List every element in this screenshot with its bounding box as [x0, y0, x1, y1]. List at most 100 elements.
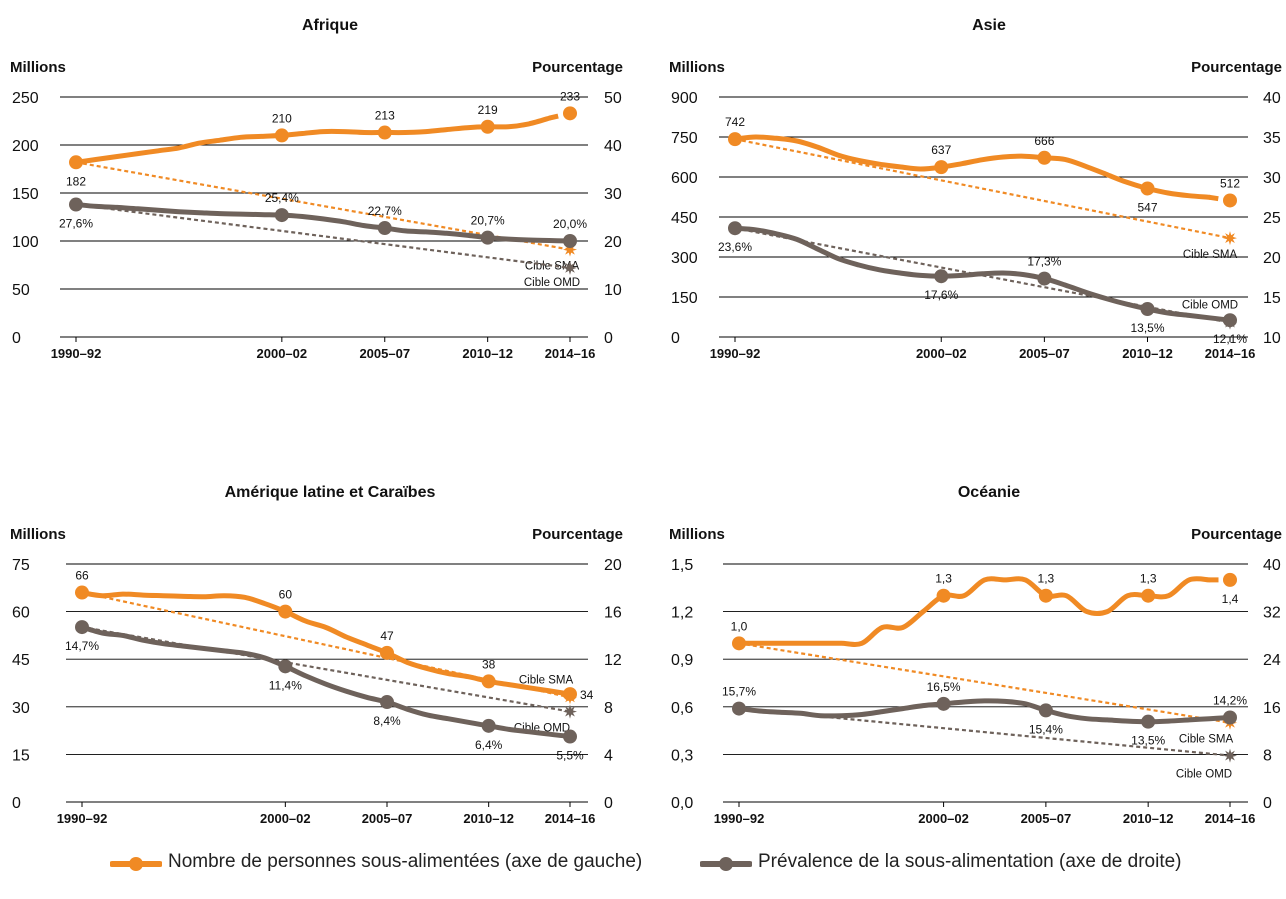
data-label: 17,6% [924, 288, 958, 302]
x-tick-label: 2010–12 [463, 811, 514, 826]
data-point [380, 645, 394, 660]
x-tick-label: 2014–16 [545, 346, 596, 361]
right-tick-label: 0 [1263, 795, 1272, 812]
left-tick-label: 75 [12, 557, 30, 574]
data-label: 20,7% [471, 214, 505, 228]
left-tick-label: 100 [12, 234, 39, 251]
legend: Nombre de personnes sous-alimentées (axe… [0, 846, 1286, 886]
left-tick-label: 750 [671, 130, 698, 147]
data-point [1223, 710, 1237, 725]
data-point [1140, 181, 1155, 196]
right-tick-label: 16 [1263, 700, 1281, 717]
right-axis-title: Pourcentage [1191, 59, 1282, 76]
right-axis-title: Pourcentage [532, 526, 623, 543]
data-label: 16,5% [927, 680, 961, 694]
data-label: 15,7% [722, 685, 756, 699]
left-axis-title: Millions [10, 59, 66, 76]
target-star-marker [1223, 231, 1237, 246]
data-point [1037, 150, 1052, 165]
data-label: 23,6% [718, 240, 752, 254]
data-point [377, 221, 392, 236]
right-tick-label: 20 [604, 234, 622, 251]
left-tick-label: 0,3 [671, 747, 693, 764]
data-point [936, 696, 951, 711]
legend-label-prevalence: Prévalence de la sous-alimentation (axe … [758, 851, 1182, 872]
x-tick-label: 2010–12 [1123, 811, 1174, 826]
x-tick-label: 1990–92 [51, 346, 102, 361]
right-tick-label: 40 [604, 138, 622, 155]
left-tick-label: 1,5 [671, 557, 693, 574]
data-label: 14,7% [65, 639, 99, 653]
data-point [936, 588, 951, 603]
x-tick-label: 2000–02 [257, 346, 308, 361]
x-tick-label: 2010–12 [1122, 346, 1173, 361]
right-tick-label: 0 [604, 795, 613, 812]
right-tick-label: 20 [1263, 250, 1281, 267]
left-tick-label: 50 [12, 282, 30, 299]
panel-title: Amérique latine et Caraïbes [225, 484, 436, 501]
right-tick-label: 40 [1263, 557, 1281, 574]
data-point [274, 208, 289, 223]
data-point [563, 687, 577, 702]
data-label: 27,6% [59, 217, 93, 231]
x-tick-label: 2014–16 [545, 811, 596, 826]
left-tick-label: 0 [671, 330, 680, 347]
left-axis-title: Millions [669, 59, 725, 76]
target-line-omd [75, 203, 571, 269]
right-tick-label: 4 [604, 747, 613, 764]
x-tick-label: 2005–07 [1021, 811, 1072, 826]
right-tick-label: 20 [604, 557, 622, 574]
target-label: Cible SMA [519, 674, 574, 686]
right-tick-label: 25 [1263, 210, 1281, 227]
target-label: Cible OMD [524, 277, 580, 289]
data-label: 14,2% [1213, 694, 1247, 708]
panel-title: Afrique [302, 17, 358, 34]
data-label: 11,4% [269, 678, 302, 692]
data-label: 17,3% [1027, 255, 1061, 269]
data-point [69, 197, 83, 212]
series-line-prevalence [732, 225, 1233, 323]
left-tick-label: 450 [671, 210, 698, 227]
chart-panel-1: Afrique Millions Pourcentage 0 0 50 10 100 20 150… [10, 17, 623, 361]
data-point [1223, 572, 1237, 587]
target-star-marker [1223, 748, 1237, 763]
x-tick-label: 2000–02 [260, 811, 311, 826]
x-tick-label: 1990–92 [710, 346, 761, 361]
target-star-marker [563, 260, 577, 275]
left-axis-title: Millions [669, 526, 725, 543]
series-line-number [732, 134, 1212, 200]
right-tick-label: 10 [604, 282, 622, 299]
data-label: 66 [75, 569, 89, 583]
data-label: 8,4% [373, 714, 401, 728]
right-tick-label: 8 [604, 700, 613, 717]
x-tick-label: 2005–07 [362, 811, 413, 826]
x-tick-label: 1990–92 [714, 811, 765, 826]
target-label: Cible OMD [1176, 769, 1232, 781]
data-point [274, 128, 289, 143]
data-label: 1,3 [935, 572, 952, 586]
data-point [69, 155, 83, 170]
data-point [563, 234, 577, 248]
data-label: 637 [931, 143, 951, 157]
series-line-number [736, 576, 1212, 647]
right-tick-label: 8 [1263, 747, 1272, 764]
data-point [934, 269, 949, 284]
x-tick-label: 2005–07 [359, 346, 410, 361]
data-label: 22,7% [368, 204, 402, 218]
target-label: Cible SMA [1183, 249, 1238, 261]
x-tick-label: 2005–07 [1019, 346, 1070, 361]
left-tick-label: 30 [12, 700, 30, 717]
left-tick-label: 0 [12, 795, 21, 812]
target-label: Cible SMA [1179, 734, 1234, 746]
data-label: 1,0 [731, 619, 748, 633]
left-tick-label: 900 [671, 90, 698, 107]
left-tick-label: 0,0 [671, 795, 693, 812]
data-point [75, 585, 89, 600]
x-tick-label: 2014–16 [1205, 346, 1256, 361]
data-point [728, 132, 742, 147]
left-tick-label: 200 [12, 138, 39, 155]
data-label: 47 [380, 629, 394, 643]
right-tick-label: 30 [1263, 170, 1281, 187]
data-point [563, 106, 577, 121]
